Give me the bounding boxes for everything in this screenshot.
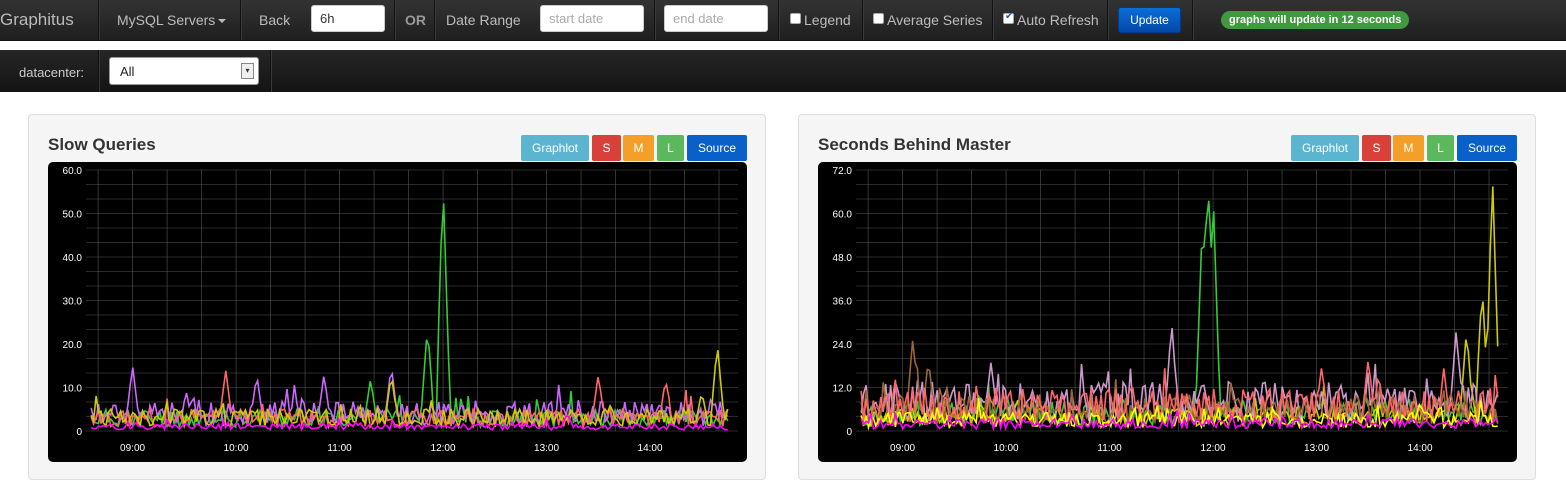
legend-label: Legend [804,12,851,28]
y-tick-label: 12.0 [833,384,853,395]
graph-panel-slow-queries: Slow Queries Graphlot S M L Source 0 10.0… [28,114,766,480]
size-large-button[interactable]: L [657,135,684,161]
seconds-behind-master-chart[interactable]: 0 12.0 24.0 36.0 48.0 60.0 72.0 09:00 10:00 11:00… [818,162,1517,462]
x-tick-label: 11:00 [327,443,352,454]
size-medium-button[interactable]: M [623,135,654,161]
y-tick-label: 36.0 [833,297,853,308]
slow-queries-chart[interactable]: 0 10.0 20.0 30.0 40.0 50.0 60.0 09:00 10:00 11:00… [48,162,747,462]
status-badge: graphs will update in 12 seconds [1221,11,1410,29]
x-tick-label: 14:00 [638,443,663,454]
back-label: Back [259,12,291,28]
average-series-label: Average Series [887,12,983,28]
filter-bar: datacenter: All ▾ [0,50,1566,92]
y-tick-label: 72.0 [833,166,853,177]
auto-refresh-checkbox[interactable] [1003,11,1014,24]
brand-logo[interactable]: Graphitus [0,10,74,29]
series-line [860,410,1499,432]
update-button[interactable]: Update [1118,7,1181,33]
graphlot-button[interactable]: Graphlot [1291,135,1359,161]
y-tick-label: 24.0 [833,340,853,351]
series-line [90,350,729,430]
series-line [90,367,729,429]
y-tick-label: 60.0 [833,210,853,221]
x-tick-label: 12:00 [431,443,456,454]
date-range-label: Date Range [446,12,521,28]
x-tick-label: 10:00 [994,443,1019,454]
series-line [90,370,729,430]
or-label: OR [405,12,426,28]
nav-divider [434,0,435,40]
nav-divider [992,0,993,40]
y-tick-label: 60.0 [63,166,83,177]
size-small-button[interactable]: S [1362,135,1391,161]
y-tick-label: 30.0 [63,297,83,308]
y-tick-label: 0 [846,427,852,438]
y-tick-label: 20.0 [63,340,83,351]
end-date-input[interactable] [664,5,768,32]
size-large-button[interactable]: L [1427,135,1454,161]
x-tick-label: 11:00 [1097,443,1122,454]
datacenter-label: datacenter: [19,65,85,80]
nav-divider [394,0,395,40]
y-tick-label: 50.0 [63,210,83,221]
nav-divider [240,0,241,40]
source-button[interactable]: Source [1457,135,1517,161]
x-tick-label: 12:00 [1201,443,1226,454]
x-tick-label: 10:00 [224,443,249,454]
nav-divider [1107,0,1108,40]
x-tick-label: 09:00 [890,443,915,454]
series-line [860,200,1499,428]
nav-divider [654,0,655,40]
y-tick-label: 10.0 [63,384,83,395]
x-tick-label: 09:00 [120,443,145,454]
source-button[interactable]: Source [687,135,747,161]
size-medium-button[interactable]: M [1393,135,1424,161]
size-small-button[interactable]: S [592,135,621,161]
nav-divider [98,0,99,40]
y-tick-label: 48.0 [833,253,853,264]
series-line [860,340,1499,428]
nav-divider [778,0,779,40]
graph-panel-seconds-behind-master: Seconds Behind Master Graphlot S M L Sou… [798,114,1536,480]
panel-title: Seconds Behind Master [818,135,1011,154]
series-line [860,398,1498,431]
chevron-down-icon [218,19,227,24]
average-series-checkbox[interactable] [873,13,884,24]
dropdown-arrow-icon[interactable]: ▾ [241,63,254,79]
nav-divider [862,0,863,40]
nav-divider [1192,0,1193,40]
graphlot-button[interactable]: Graphlot [521,135,589,161]
dashboard-menu[interactable]: MySQL Servers [117,12,227,28]
datacenter-select[interactable]: All ▾ [109,57,259,85]
dashboard-menu-label: MySQL Servers [117,12,216,28]
series-line [90,415,728,432]
datacenter-select-value: All [120,64,135,79]
legend-checkbox[interactable] [790,13,801,24]
start-date-input[interactable] [540,5,644,32]
nav-divider [270,50,271,92]
y-tick-label: 0 [76,427,82,438]
nav-divider [98,50,99,92]
back-input[interactable] [311,5,385,32]
panel-title: Slow Queries [48,135,156,154]
series-line [860,186,1499,430]
top-navbar: Graphitus MySQL Servers Back OR Date Ran… [0,0,1566,41]
x-tick-label: 14:00 [1408,443,1433,454]
x-tick-label: 13:00 [1304,443,1329,454]
y-tick-label: 40.0 [63,253,83,264]
x-tick-label: 13:00 [534,443,559,454]
auto-refresh-label: Auto Refresh [1017,12,1099,28]
